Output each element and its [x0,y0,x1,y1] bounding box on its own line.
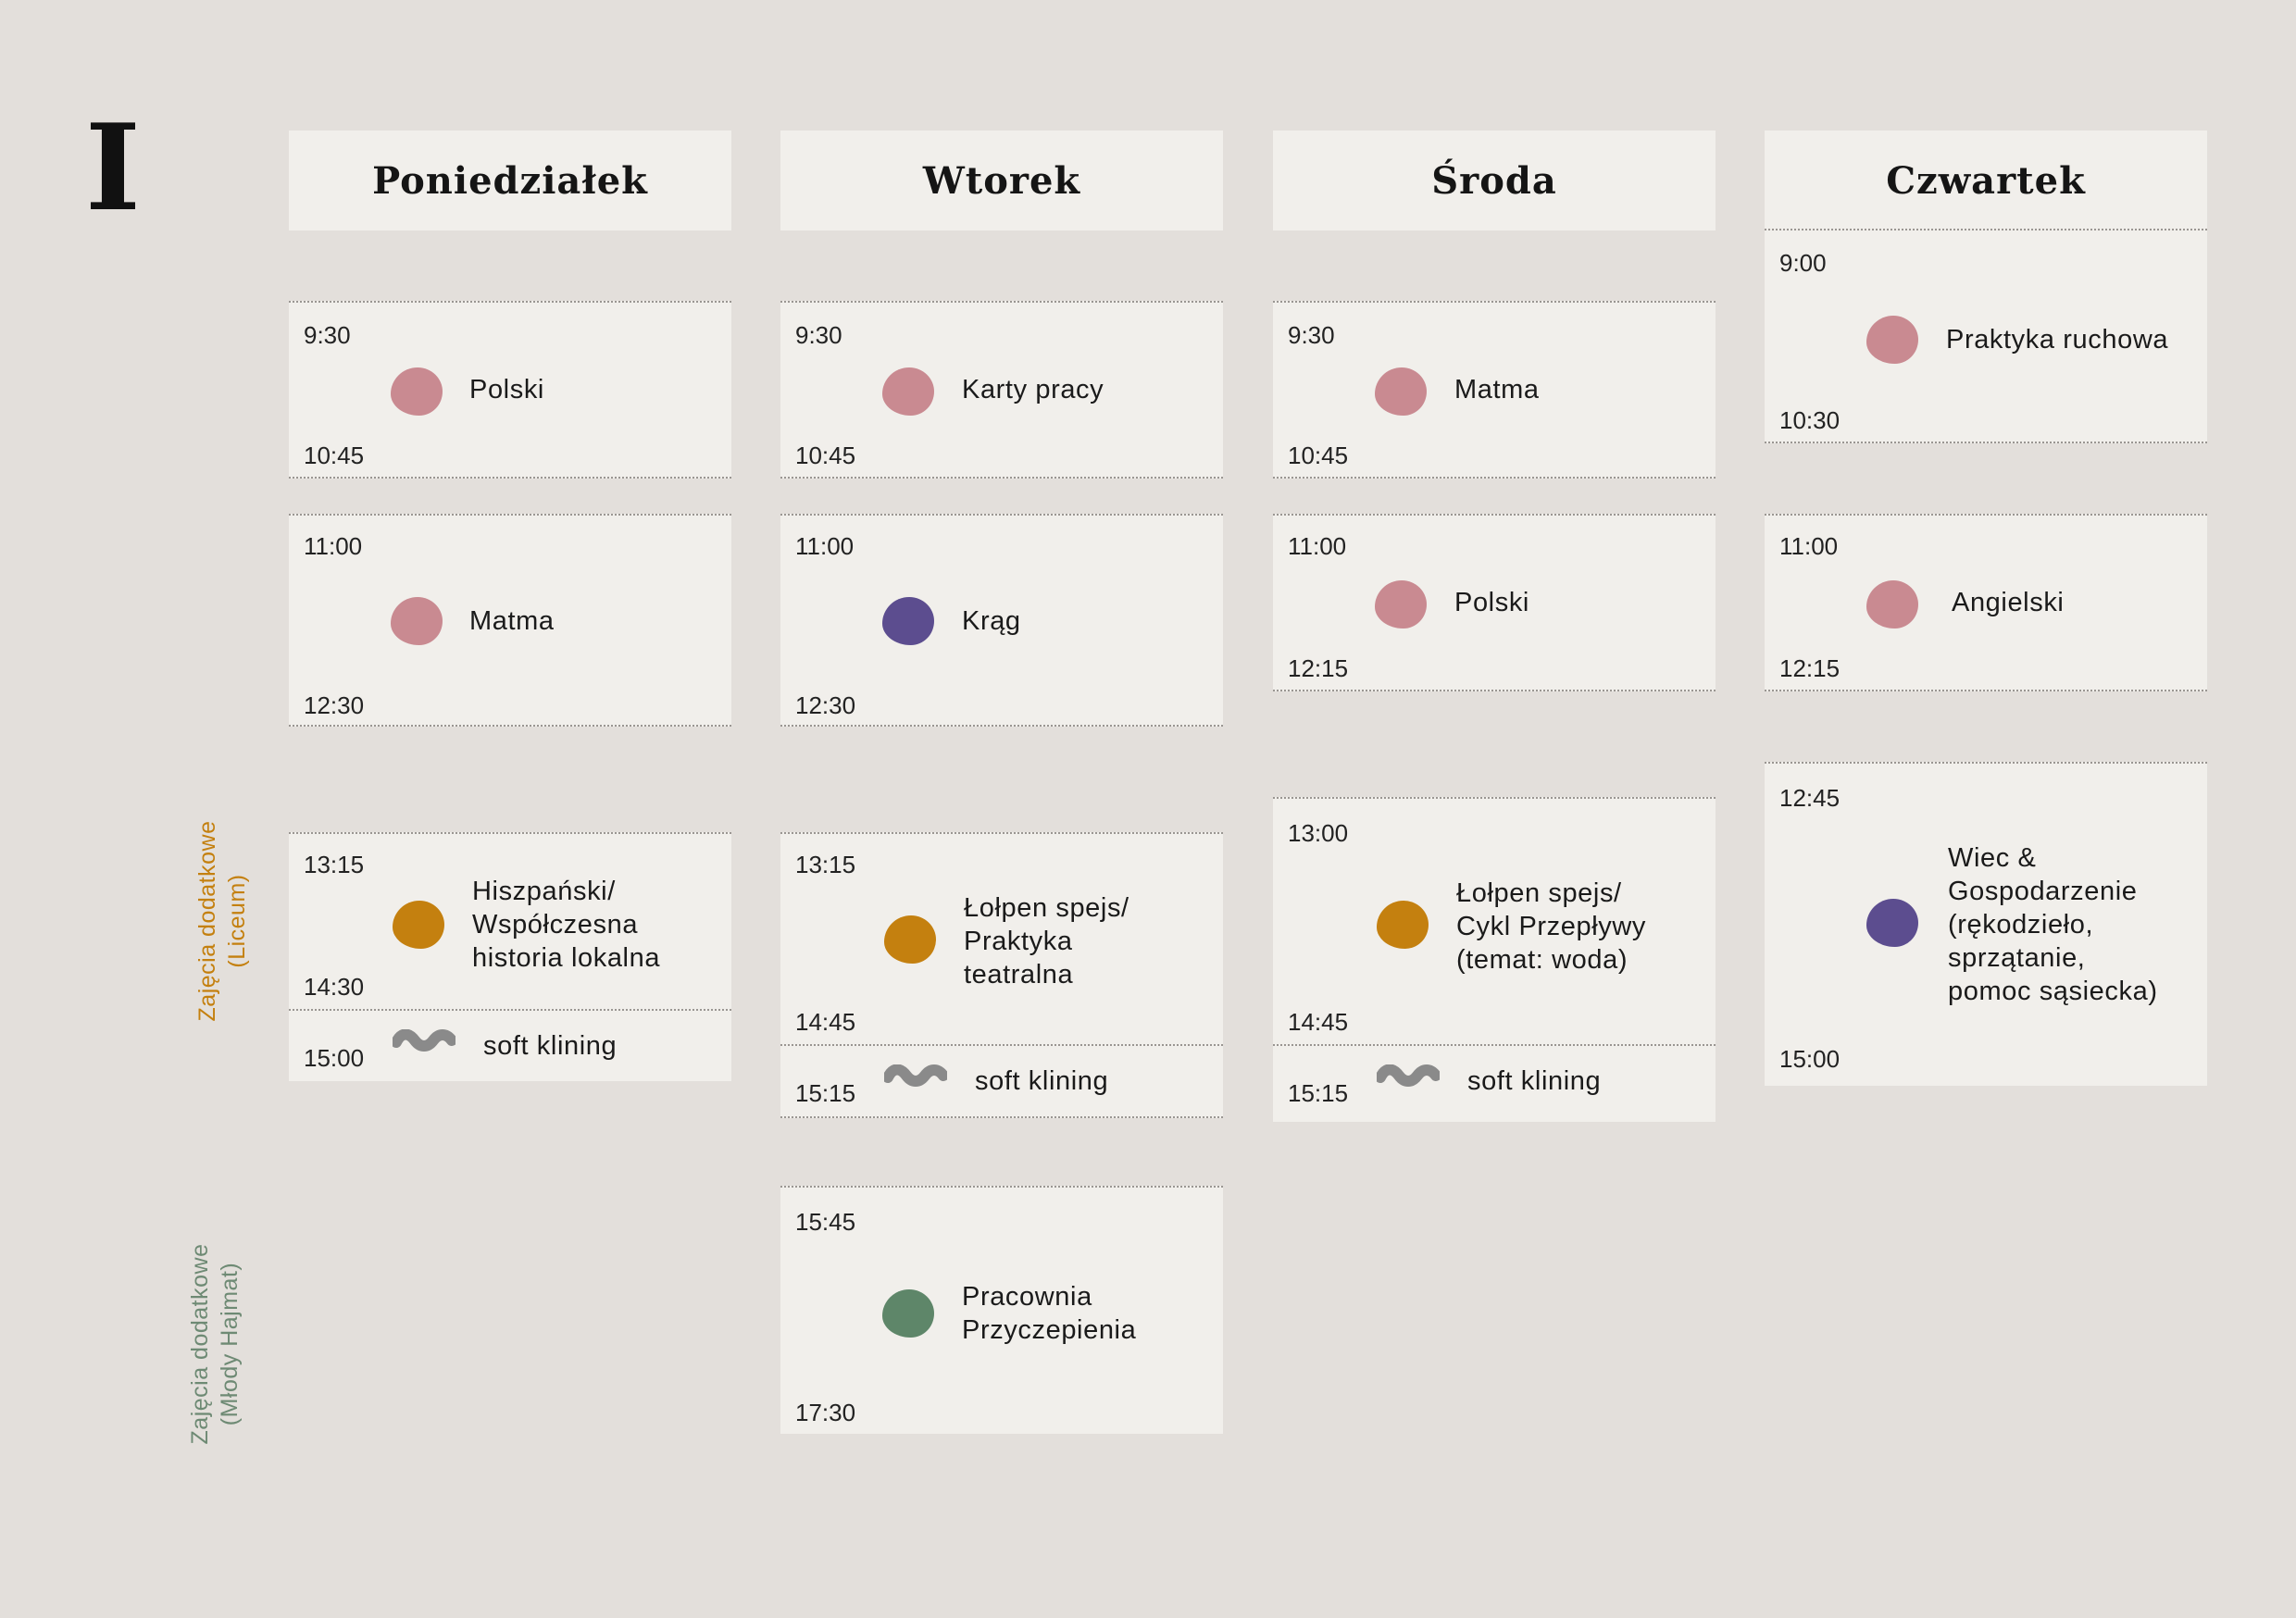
lesson-title: Pracownia Przyczepienia [962,1282,1137,1345]
end-time: 10:45 [1288,442,1349,469]
pink-dot-icon [391,597,443,645]
lesson-title: Matma [469,606,555,636]
lesson-title: Polski [1454,588,1529,617]
day-header-monday: Poniedziałek [289,131,731,230]
lesson-title: Łołpen spejs/ Praktyka teatralna [964,893,1129,989]
lesson-title: Polski [469,375,544,404]
lesson-card[interactable]: 12:45 Wiec & Gospodarzenie (rękodzieło, … [1765,762,2207,1086]
end-time: 14:45 [795,1008,856,1036]
lesson-title: Łołpen spejs/ Cykl Przepływy (temat: wod… [1456,878,1646,975]
orange-dot-icon [1377,901,1429,949]
lesson-card[interactable]: 11:00 Angielski 12:15 [1765,514,2207,691]
end-time: 14:30 [304,973,365,1001]
lesson-card[interactable]: 15:45 Pracownia Przyczepienia 17:30 [780,1186,1223,1434]
end-time: 15:00 [1779,1045,1841,1073]
end-time: 12:15 [1779,654,1841,682]
lesson-title: Angielski [1952,588,2065,617]
start-time: 15:15 [795,1079,856,1107]
lesson-title: soft klining [975,1066,1109,1096]
start-time: 11:00 [304,532,363,560]
orange-dot-icon [884,915,936,964]
pink-dot-icon [1866,316,1918,364]
cleaning-card[interactable]: 15:00 soft klining [289,1009,731,1081]
lesson-card[interactable]: 13:15 Hiszpański/ Współczesna historia l… [289,832,731,1010]
lesson-title: soft klining [1467,1066,1602,1096]
pink-dot-icon [1375,367,1427,416]
pink-dot-icon [882,367,934,416]
lesson-title: Hiszpański/ Współczesna historia lokalna [472,877,661,973]
lesson-title: Wiec & Gospodarzenie (rękodzieło, sprząt… [1948,843,2158,1006]
lesson-card[interactable]: 9:00 Praktyka ruchowa 10:30 [1765,229,2207,443]
start-time: 9:30 [304,321,351,349]
day-header-wednesday: Środa [1273,131,1716,230]
side-label-hajmat-line2: (Młody Hajmat) [217,1262,243,1426]
start-time: 13:00 [1288,819,1349,847]
pink-dot-icon [391,367,443,416]
lesson-card[interactable]: 9:30 Matma 10:45 [1273,301,1716,479]
orange-dot-icon [393,901,444,949]
end-time: 12:15 [1288,654,1349,682]
wavy-icon [1377,1064,1440,1087]
day-header-tuesday: Wtorek [780,131,1223,230]
side-label-hajmat-line1: Zajęcia dodatkowe [187,1243,213,1445]
side-label-liceum-line1: Zajęcia dodatkowe [194,820,220,1022]
start-time: 11:00 [795,532,855,560]
end-time: 14:45 [1288,1008,1349,1036]
start-time: 15:15 [1288,1079,1349,1107]
day-header-thursday: Czwartek [1765,131,2207,230]
start-time: 9:00 [1779,249,1827,277]
section-number: I [85,99,141,238]
wavy-icon [884,1064,947,1087]
lesson-title: Karty pracy [962,375,1104,404]
side-label-liceum: Zajęcia dodatkowe (Liceum) [193,801,252,1041]
lesson-card[interactable]: 11:00 Krąg 12:30 [780,514,1223,727]
start-time: 11:00 [1288,532,1347,560]
start-time: 15:45 [795,1208,856,1236]
wavy-icon [393,1029,455,1052]
end-time: 10:45 [304,442,365,469]
lesson-title: Matma [1454,375,1540,404]
lesson-title: soft klining [483,1031,618,1061]
lesson-title: Praktyka ruchowa [1946,325,2169,355]
end-time: 12:30 [304,691,365,719]
pink-dot-icon [1866,580,1918,629]
lesson-card[interactable]: 9:30 Karty pracy 10:45 [780,301,1223,479]
lesson-card[interactable]: 11:00 Polski 12:15 [1273,514,1716,691]
end-time: 12:30 [795,691,856,719]
lesson-card[interactable]: 13:15 Łołpen spejs/ Praktyka teatralna 1… [780,832,1223,1045]
green-dot-icon [882,1289,934,1338]
end-time: 10:45 [795,442,856,469]
start-time: 9:30 [795,321,842,349]
lesson-card[interactable]: 13:00 Łołpen spejs/ Cykl Przepływy (tema… [1273,797,1716,1045]
end-time: 10:30 [1779,406,1841,434]
start-time: 13:15 [304,851,365,878]
lesson-card[interactable]: 11:00 Matma 12:30 [289,514,731,727]
side-label-hajmat: Zajęcia dodatkowe (Młody Hajmat) [185,1224,244,1464]
start-time: 13:15 [795,851,856,878]
start-time: 9:30 [1288,321,1335,349]
purple-dot-icon [1866,899,1918,947]
cleaning-card[interactable]: 15:15 soft klining [1273,1044,1716,1122]
side-label-liceum-line2: (Liceum) [224,874,250,968]
end-time: 17:30 [795,1399,856,1426]
purple-dot-icon [882,597,934,645]
start-time: 15:00 [304,1044,365,1072]
lesson-title: Krąg [962,606,1021,636]
start-time: 11:00 [1779,532,1839,560]
start-time: 12:45 [1779,784,1841,812]
lesson-card[interactable]: 9:30 Polski 10:45 [289,301,731,479]
pink-dot-icon [1375,580,1427,629]
cleaning-card[interactable]: 15:15 soft klining [780,1044,1223,1118]
